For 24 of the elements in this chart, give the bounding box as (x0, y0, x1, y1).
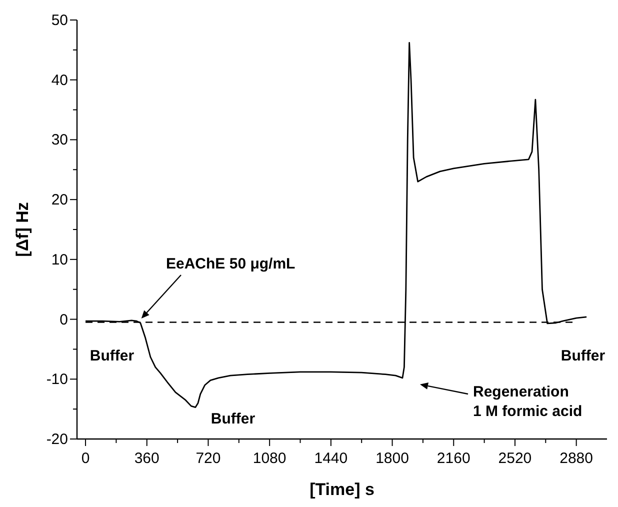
y-tick-label: 10 (51, 251, 68, 268)
x-tick-label: 2160 (436, 450, 470, 467)
x-tick-label: 0 (81, 450, 90, 467)
x-tick-label: 1080 (252, 450, 286, 467)
x-tick-label: 1800 (376, 450, 409, 467)
y-tick-label: 40 (51, 72, 68, 89)
x-tick-label: 360 (134, 450, 160, 467)
x-tick-label: 720 (196, 450, 221, 467)
y-tick-label: 30 (51, 132, 68, 149)
annotation: Buffer (210, 410, 256, 428)
y-tick-label: 50 (51, 12, 68, 29)
y-axis-title: [Δf] Hz (13, 202, 32, 257)
y-tick-label: 20 (51, 192, 68, 209)
x-tick-label: 2520 (498, 450, 532, 467)
x-tick-label: 2880 (560, 450, 594, 467)
annotation: Buffer (90, 347, 134, 364)
annotation: Buffer (560, 347, 606, 364)
y-tick-label: -10 (46, 371, 68, 388)
x-axis-title: [Time] s (310, 480, 374, 499)
y-tick-label: -20 (46, 431, 68, 448)
x-tick-label: 1440 (314, 450, 348, 467)
y-tick-label: 0 (60, 311, 68, 328)
annotation: EeAChE 50 μg/mL (166, 255, 296, 272)
annotation: Regeneration 1 M formic acid (473, 383, 582, 420)
